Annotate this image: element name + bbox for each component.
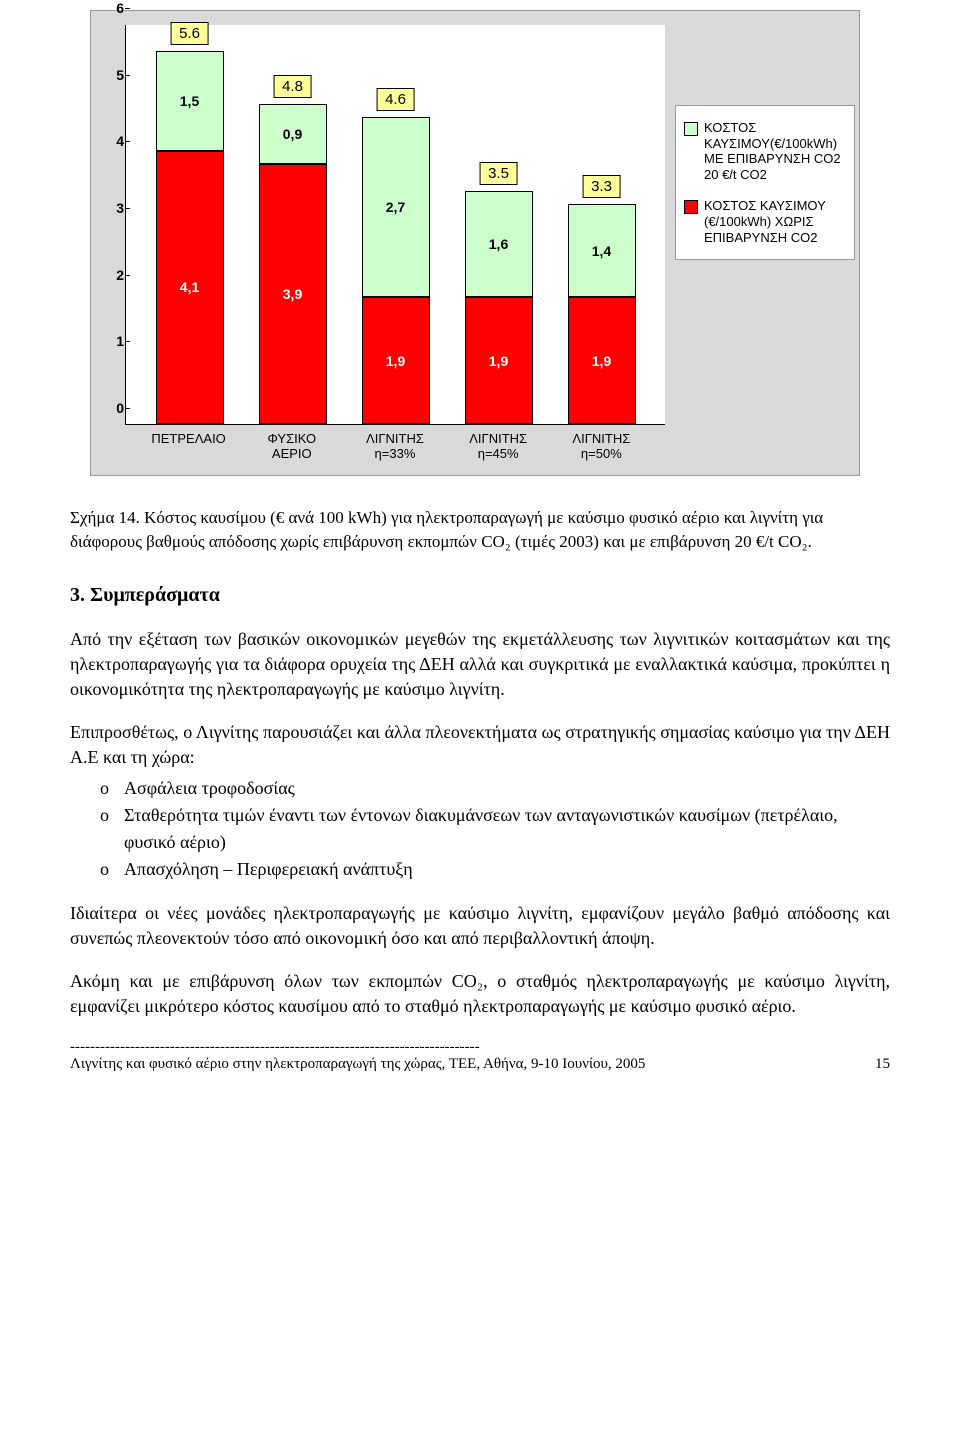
bullet-marker: o [100, 775, 124, 802]
footer-left: Λιγνίτης και φυσικό αέριο στην ηλεκτροπα… [70, 1056, 645, 1073]
swatch-red [684, 200, 698, 214]
x-label: ΛΙΓΝΙΤΗΣη=50% [556, 431, 646, 461]
bar-lower: 1,9 [465, 297, 533, 424]
bullet-text: Ασφάλεια τροφοδοσίας [124, 775, 295, 802]
bar-group: 5.6 1,54,1 [155, 25, 225, 424]
y-tick: 1 [96, 333, 124, 349]
x-label: ΛΙΓΝΙΤΗΣη=33% [350, 431, 440, 461]
x-label: ΠΕΤΡΕΛΑΙΟ [144, 431, 234, 461]
legend-item-0: ΚΟΣΤΟΣ ΚΑΥΣΙΜΟΥ(€/100kWh) ΜΕ ΕΠΙΒΑΡΥΝΣΗ … [684, 120, 846, 182]
bullet-item: oΣταθερότητα τιμών έναντι των έντονων δι… [100, 802, 890, 856]
total-label: 5.6 [170, 22, 209, 45]
swatch-green [684, 122, 698, 136]
bar-upper: 0,9 [259, 104, 327, 164]
bar-group: 3.3 1,41,9 [567, 25, 637, 424]
y-tick: 3 [96, 200, 124, 216]
divider: ----------------------------------------… [70, 1039, 890, 1056]
total-label: 4.6 [376, 88, 415, 111]
total-label: 3.5 [479, 162, 518, 185]
para-3: Ιδιαίτερα οι νέες μονάδες ηλεκτροπαραγωγ… [70, 901, 890, 951]
bullet-item: oΑσφάλεια τροφοδοσίας [100, 775, 890, 802]
bullet-marker: o [100, 802, 124, 856]
bullet-marker: o [100, 856, 124, 883]
legend-text-1: ΚΟΣΤΟΣ ΚΑΥΣΙΜΟΥ (€/100kWh) ΧΩΡΙΣ ΕΠΙΒΑΡΥ… [704, 198, 846, 245]
figure-caption: Σχήμα 14. Κόστος καυσίμου (€ ανά 100 kWh… [70, 506, 890, 554]
bar-upper: 2,7 [362, 117, 430, 297]
y-tick: 6 [96, 0, 124, 16]
bullet-text: Σταθερότητα τιμών έναντι των έντονων δια… [124, 802, 890, 856]
bars-row: 5.61,54,14.80,93,94.62,71,93.51,61,93.31… [126, 25, 665, 424]
para-4: Ακόμη και με επιβάρυνση όλων των εκπομπώ… [70, 969, 890, 1019]
total-label: 4.8 [273, 75, 312, 98]
bar-group: 4.6 2,71,9 [361, 25, 431, 424]
para-2-intro: Επιπροσθέτως, ο Λιγνίτης παρουσιάζει και… [70, 720, 890, 770]
y-tick: 5 [96, 67, 124, 83]
total-label: 3.3 [582, 175, 621, 198]
legend-item-1: ΚΟΣΤΟΣ ΚΑΥΣΙΜΟΥ (€/100kWh) ΧΩΡΙΣ ΕΠΙΒΑΡΥ… [684, 198, 846, 245]
section-heading: 3. Συμπεράσματα [70, 584, 890, 607]
bar-upper: 1,6 [465, 191, 533, 298]
bar-upper: 1,5 [156, 51, 224, 151]
x-axis: ΠΕΤΡΕΛΑΙΟ ΦΥΣΙΚΟΑΕΡΙΟ ΛΙΓΝΙΤΗΣη=33% ΛΙΓΝΙΤΗ… [125, 425, 665, 471]
y-tick: 0 [96, 400, 124, 416]
y-tick: 2 [96, 267, 124, 283]
legend: ΚΟΣΤΟΣ ΚΑΥΣΙΜΟΥ(€/100kWh) ΜΕ ΕΠΙΒΑΡΥΝΣΗ … [675, 105, 855, 471]
bullet-text: Απασχόληση – Περιφερειακή ανάπτυξη [124, 856, 413, 883]
bullet-item: oΑπασχόληση – Περιφερειακή ανάπτυξη [100, 856, 890, 883]
chart-plot: 0123456 5.61,54,14.80,93,94.62,71,93.51,… [125, 25, 665, 425]
legend-text-0: ΚΟΣΤΟΣ ΚΑΥΣΙΜΟΥ(€/100kWh) ΜΕ ΕΠΙΒΑΡΥΝΣΗ … [704, 120, 846, 182]
para-1: Από την εξέταση των βασικών οικονομικών … [70, 627, 890, 703]
chart-container: 0123456 5.61,54,14.80,93,94.62,71,93.51,… [90, 10, 860, 476]
bar-group: 4.8 0,93,9 [258, 25, 328, 424]
bar-lower: 1,9 [362, 297, 430, 424]
bar-upper: 1,4 [568, 204, 636, 297]
bar-group: 3.5 1,61,9 [464, 25, 534, 424]
bullet-list: oΑσφάλεια τροφοδοσίαςoΣταθερότητα τιμών … [100, 775, 890, 883]
x-label: ΦΥΣΙΚΟΑΕΡΙΟ [247, 431, 337, 461]
y-tick: 4 [96, 133, 124, 149]
bar-lower: 3,9 [259, 164, 327, 424]
bar-lower: 4,1 [156, 151, 224, 424]
x-label: ΛΙΓΝΙΤΗΣη=45% [453, 431, 543, 461]
y-axis: 0123456 [96, 25, 126, 424]
bar-lower: 1,9 [568, 297, 636, 424]
page-number: 15 [875, 1056, 890, 1073]
